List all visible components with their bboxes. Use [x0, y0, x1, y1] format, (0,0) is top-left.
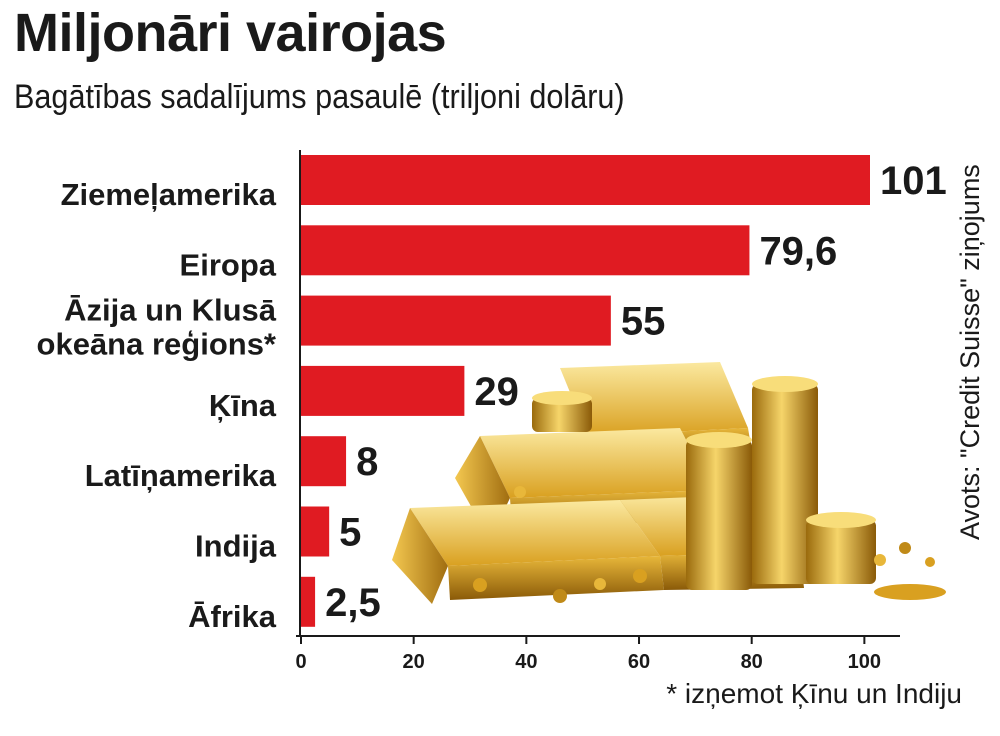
x-tick-label: 60: [628, 651, 650, 673]
category-label: Ziemeļamerika: [61, 177, 277, 212]
category-label: Indija: [195, 529, 277, 564]
source-note: Avots: "Credit Suisse" ziņojums: [955, 164, 985, 540]
category-label: Eiropa: [180, 247, 277, 282]
x-tick-label: 100: [848, 651, 881, 673]
gold-bars-and-coins-icon: [392, 362, 946, 604]
category-label: Ķīna: [209, 388, 277, 423]
category-label: Āzija un Klusā okeāna reģions*: [37, 293, 277, 362]
bars-group: 101 Ziemeļamerika 79,6 Eiropa 55 Āzija un Klu…: [37, 155, 947, 634]
bar: [301, 225, 750, 276]
footnote: * izņemot Ķīnu un Indiju: [666, 678, 962, 709]
x-ticks-group: 0 20 40 60 80 100: [295, 636, 881, 673]
value-label: 79,6: [759, 229, 837, 273]
value-label: 5: [339, 511, 361, 555]
chart-title: Miljonāri vairojas: [14, 3, 447, 63]
x-tick-label: 20: [403, 651, 425, 673]
bar: [301, 576, 316, 627]
value-label: 55: [621, 300, 666, 344]
x-tick-label: 0: [295, 651, 306, 673]
x-tick-label: 40: [515, 651, 537, 673]
value-label: 29: [474, 370, 518, 414]
bar: [301, 436, 347, 487]
chart-subtitle: Bagātības sadalījums pasaulē (triljoni d…: [14, 78, 625, 116]
x-tick-label: 80: [741, 651, 763, 673]
category-label: Āfrika: [188, 599, 277, 634]
category-label: Latīņamerika: [85, 458, 277, 493]
bar: [301, 295, 611, 346]
bar: [301, 506, 330, 557]
value-label: 2,5: [325, 581, 381, 625]
value-label: 101: [880, 159, 947, 203]
bar: [301, 365, 465, 416]
value-label: 8: [356, 440, 378, 484]
bar: [301, 155, 870, 205]
